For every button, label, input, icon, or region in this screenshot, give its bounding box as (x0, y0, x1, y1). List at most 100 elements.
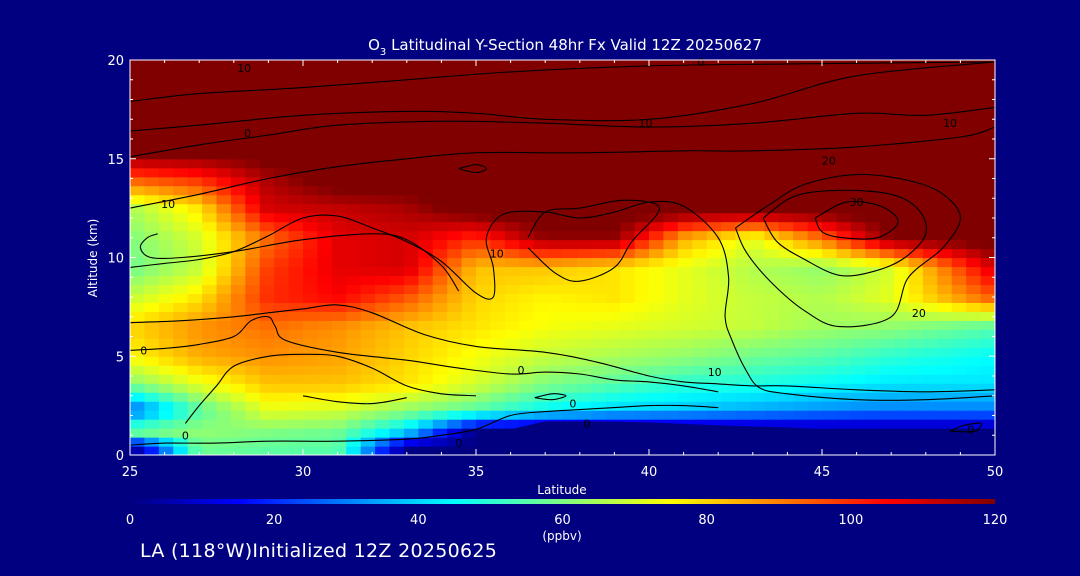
field-cell (807, 329, 823, 339)
field-cell (317, 212, 333, 223)
field-cell (259, 185, 275, 196)
field-cell (951, 320, 967, 330)
field-cell (735, 194, 751, 205)
field-cell (216, 203, 232, 214)
field-cell (490, 284, 506, 295)
field-cell (230, 60, 246, 70)
field-cell (778, 86, 794, 97)
field-cell (735, 293, 751, 303)
field-cell (620, 212, 636, 223)
field-cell (649, 185, 665, 196)
field-cell (922, 104, 938, 115)
field-cell (937, 230, 953, 241)
field-cell (173, 176, 189, 187)
field-cell (908, 185, 924, 196)
field-cell (274, 239, 290, 250)
field-cell (202, 329, 218, 339)
field-cell (245, 374, 261, 384)
field-cell (476, 266, 492, 277)
field-cell (317, 266, 333, 277)
field-cell (836, 176, 852, 187)
field-cell (432, 212, 448, 223)
field-cell (677, 266, 693, 277)
field-cell (202, 437, 218, 447)
field-cell (490, 194, 506, 205)
field-cell (721, 131, 737, 142)
field-cell (879, 140, 895, 151)
field-cell (519, 104, 535, 115)
field-cell (576, 329, 592, 339)
field-cell (879, 212, 895, 223)
field-cell (548, 275, 564, 286)
colorbar-tick-label: 40 (410, 513, 427, 528)
field-cell (562, 356, 578, 366)
field-cell (836, 302, 852, 312)
field-cell (403, 275, 419, 286)
field-cell (937, 428, 953, 438)
field-cell (548, 401, 564, 411)
field-cell (778, 320, 794, 330)
field-cell (331, 176, 347, 187)
field-cell (966, 248, 982, 259)
field-cell (649, 266, 665, 277)
field-cell (937, 77, 953, 88)
field-cell (504, 239, 520, 250)
field-cell (158, 257, 174, 268)
field-cell (764, 140, 780, 151)
field-cell (850, 221, 866, 232)
field-cell (562, 257, 578, 268)
field-cell (533, 257, 549, 268)
field-cell (692, 230, 708, 241)
field-cell (259, 437, 275, 447)
field-cell (663, 392, 679, 402)
field-cell (966, 302, 982, 312)
field-cell (620, 60, 636, 70)
field-cell (620, 347, 636, 357)
field-cell (130, 383, 146, 393)
field-cell (749, 284, 765, 295)
field-cell (317, 104, 333, 115)
field-cell (620, 275, 636, 286)
field-cell (980, 212, 995, 223)
field-cell (894, 329, 910, 339)
field-cell (230, 212, 246, 223)
field-cell (966, 203, 982, 214)
field-cell (562, 122, 578, 133)
field-cell (476, 365, 492, 375)
field-cell (403, 149, 419, 160)
field-cell (375, 437, 391, 447)
field-cell (519, 383, 535, 393)
field-cell (562, 158, 578, 169)
field-cell (533, 131, 549, 142)
field-cell (533, 266, 549, 277)
field-cell (908, 104, 924, 115)
field-cell (634, 113, 650, 124)
field-cell (778, 176, 794, 187)
field-cell (476, 212, 492, 223)
field-cell (966, 293, 982, 303)
field-cell (706, 212, 722, 223)
field-cell (158, 275, 174, 286)
field-cell (447, 383, 463, 393)
field-cell (677, 230, 693, 241)
field-cell (749, 122, 765, 133)
field-cell (519, 239, 535, 250)
field-cell (951, 311, 967, 321)
field-cell (173, 221, 189, 232)
field-cell (836, 203, 852, 214)
field-cell (822, 410, 838, 420)
field-cell (649, 68, 665, 79)
field-cell (230, 122, 246, 133)
field-cell (706, 257, 722, 268)
field-cell (187, 410, 203, 420)
field-cell (389, 140, 405, 151)
field-cell (721, 392, 737, 402)
field-cell (634, 356, 650, 366)
field-cell (591, 95, 607, 106)
contour-line (302, 395, 407, 405)
field-cell (245, 68, 261, 79)
field-cell (649, 194, 665, 205)
field-cell (922, 392, 938, 402)
field-cell (749, 113, 765, 124)
field-cell (158, 221, 174, 232)
